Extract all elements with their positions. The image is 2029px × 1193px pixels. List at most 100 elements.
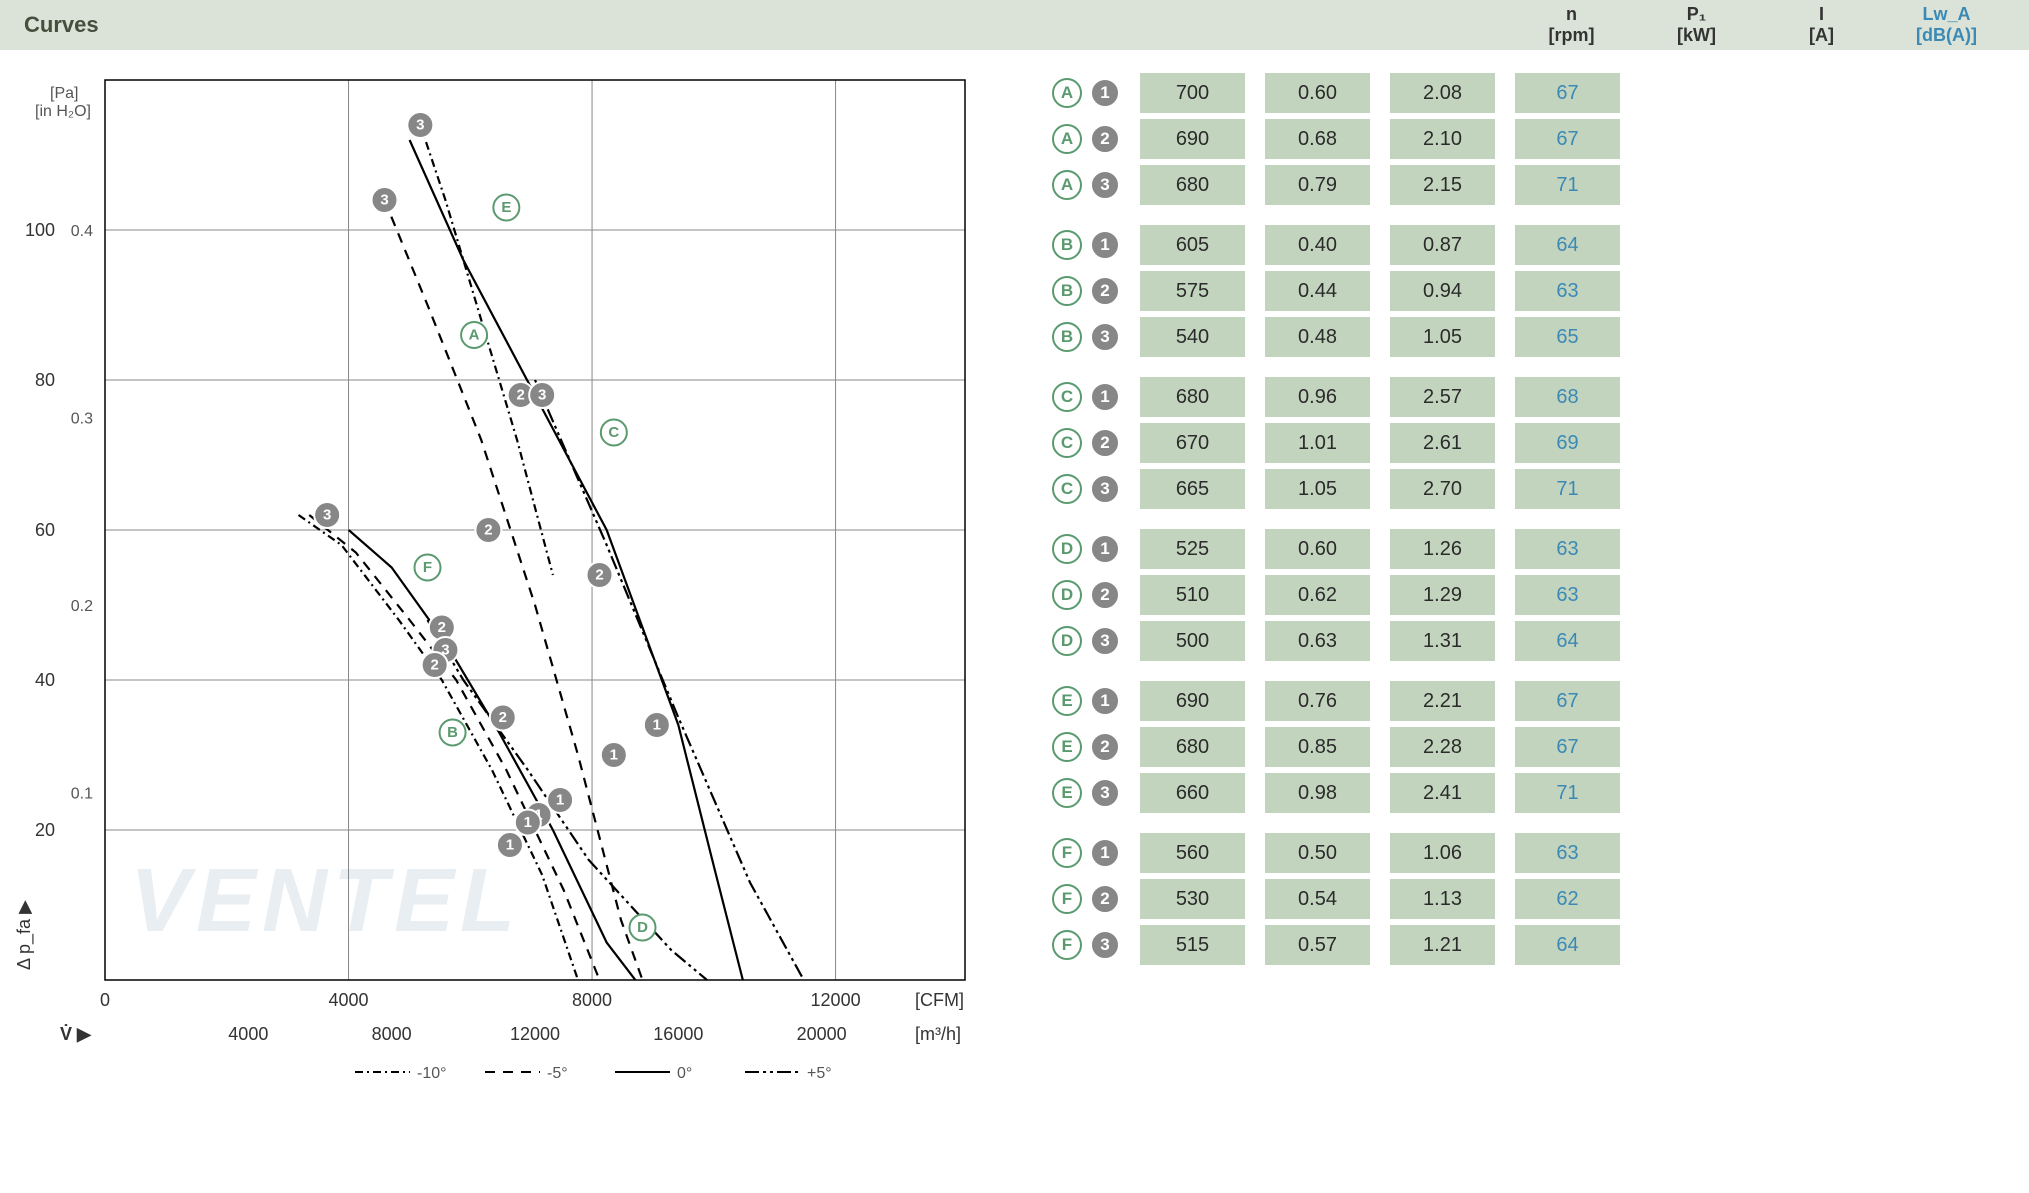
row-label: D2 [1050,580,1120,610]
svg-text:2: 2 [595,567,603,584]
curves-chart: 04000800012000204060801000.10.20.30.4[Pa… [10,70,990,1120]
row-label: A3 [1050,170,1120,200]
svg-text:D: D [637,919,648,936]
number-badge: 2 [1090,124,1120,154]
header-bar: Curves n[rpm]P₁[kW]I[A]Lw_A[dB(A)] [0,0,2029,50]
cell: 665 [1140,469,1245,509]
cell: 1.06 [1390,833,1495,873]
row-label: F3 [1050,930,1120,960]
cell: 1.05 [1265,469,1370,509]
cell: 65 [1515,317,1620,357]
svg-text:E: E [501,199,511,216]
table-row: A26900.682.1067 [1050,116,1620,162]
cell: 1.13 [1390,879,1495,919]
cell: 0.79 [1265,165,1370,205]
cell: 0.87 [1390,225,1495,265]
letter-badge: F [1052,838,1082,868]
table-row: E36600.982.4171 [1050,770,1620,816]
table-row: C26701.012.6169 [1050,420,1620,466]
cell: 71 [1515,773,1620,813]
svg-text:2: 2 [516,387,524,404]
svg-text:2: 2 [499,709,507,726]
cell: 680 [1140,377,1245,417]
col-header: Lw_A[dB(A)] [1894,4,1999,45]
cell: 67 [1515,119,1620,159]
letter-badge: C [1052,474,1082,504]
svg-text:4000: 4000 [328,990,368,1010]
svg-text:[Pa]: [Pa] [50,85,78,102]
cell: 2.41 [1390,773,1495,813]
svg-text:-5°: -5° [547,1065,568,1082]
cell: 63 [1515,575,1620,615]
cell: 64 [1515,621,1620,661]
cell: 1.21 [1390,925,1495,965]
number-badge: 2 [1090,732,1120,762]
letter-badge: F [1052,930,1082,960]
col-header: P₁[kW] [1644,4,1749,45]
cell: 530 [1140,879,1245,919]
cell: 0.50 [1265,833,1370,873]
letter-badge: B [1052,230,1082,260]
cell: 690 [1140,681,1245,721]
table-row: A1 700 0.60 2.08 67 [1050,70,1620,116]
row-label: C1 [1050,382,1120,412]
cell: 2.10 [1390,119,1495,159]
svg-text:B: B [447,724,458,741]
cell: 540 [1140,317,1245,357]
row-label: E3 [1050,778,1120,808]
number-badge: 3 [1090,170,1120,200]
svg-text:3: 3 [538,387,546,404]
cell: 68 [1515,377,1620,417]
data-group-D: D15250.601.2663D25100.621.2963D35000.631… [1050,526,1620,664]
svg-text:Δ p_fa ▶: Δ p_fa ▶ [14,900,35,970]
cell: 2.57 [1390,377,1495,417]
data-table: A17000.602.0867A26900.682.1067A36800.792… [1050,70,1620,1120]
letter-badge: A [1052,124,1082,154]
cell: 71 [1515,165,1620,205]
svg-text:20: 20 [35,820,55,840]
svg-text:F: F [423,559,432,576]
cell: 670 [1140,423,1245,463]
number-badge: 2 [1090,276,1120,306]
number-badge: 3 [1090,778,1120,808]
cell: 62 [1515,879,1620,919]
row-label: B3 [1050,322,1120,352]
number-badge: 1 [1090,534,1120,564]
table-row: B16050.400.8764 [1050,222,1620,268]
row-label: B1 [1050,230,1120,260]
col-header: I[A] [1769,4,1874,45]
cell: 67 [1515,73,1620,113]
cell: 510 [1140,575,1245,615]
svg-text:+5°: +5° [807,1065,832,1082]
table-row: D35000.631.3164 [1050,618,1620,664]
cell: 2.28 [1390,727,1495,767]
data-group-C: C16800.962.5768C26701.012.6169C36651.052… [1050,374,1620,512]
number-badge: 1 [1090,686,1120,716]
number-badge: 2 [1090,580,1120,610]
number-badge: 3 [1090,930,1120,960]
svg-text:1: 1 [610,747,618,764]
letter-badge: D [1052,534,1082,564]
row-label: C2 [1050,428,1120,458]
cell: 560 [1140,833,1245,873]
cell: 515 [1140,925,1245,965]
row-label: A1 [1050,78,1120,108]
cell: 0.63 [1265,621,1370,661]
row-label: C3 [1050,474,1120,504]
row-label: A2 [1050,124,1120,154]
cell: 0.60 [1265,73,1370,113]
cell: 700 [1140,73,1245,113]
number-badge: 1 [1090,78,1120,108]
cell: 2.08 [1390,73,1495,113]
number-badge: 3 [1090,322,1120,352]
cell: 63 [1515,833,1620,873]
cell: 0.54 [1265,879,1370,919]
chart-svg: 04000800012000204060801000.10.20.30.4[Pa… [10,70,990,1120]
cell: 690 [1140,119,1245,159]
number-badge: 2 [1090,428,1120,458]
data-group-B: B16050.400.8764B25750.440.9463B35400.481… [1050,222,1620,360]
row-label: B2 [1050,276,1120,306]
col-header: n[rpm] [1519,4,1624,45]
svg-text:1: 1 [506,837,514,854]
cell: 1.05 [1390,317,1495,357]
